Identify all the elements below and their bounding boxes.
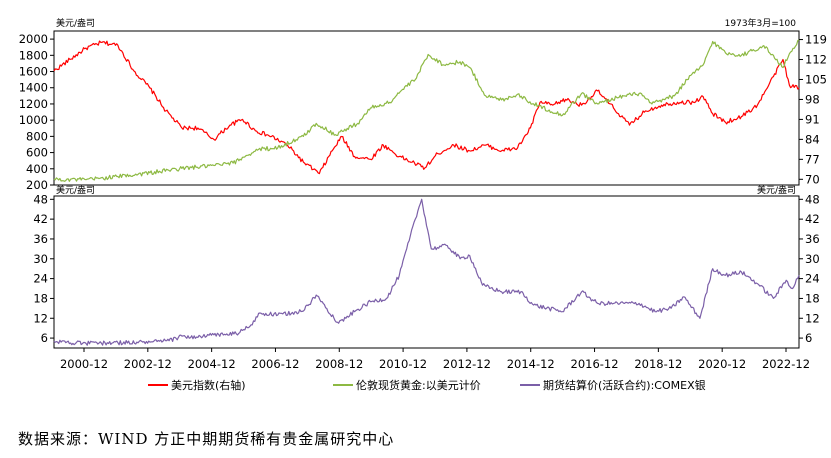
x-axis: 2000-12 2002-12 2004-12 2006-12 2008-12 2010-… — [60, 348, 810, 371]
left-tick-label: 1400 — [19, 81, 48, 95]
top-panel: 美元/盎司 1973年3月=100 200 400 600 800 1000 1200 14… — [19, 17, 827, 192]
left-tick-label: 36 — [33, 232, 48, 246]
left-tick-label: 24 — [33, 272, 48, 286]
source-label: 数据来源：WIND 方正中期期货稀有贵金属研究中心 — [18, 430, 395, 448]
top-series — [53, 39, 800, 182]
bottom-right-unit: 美元/盎司 — [757, 184, 796, 196]
x-tick-label: 2014-12 — [507, 357, 555, 371]
bottom-series — [53, 198, 800, 346]
top-right-ticks: 70 77 84 91 98 105 112 119 — [799, 33, 827, 186]
x-tick-label: 2020-12 — [698, 357, 746, 371]
x-tick-label: 2016-12 — [571, 357, 619, 371]
right-tick-label: 98 — [805, 92, 820, 106]
left-tick-label: 6 — [41, 331, 48, 345]
right-tick-label: 84 — [805, 132, 820, 146]
right-tick-label: 6 — [805, 331, 812, 345]
x-tick-label: 2000-12 — [60, 357, 108, 371]
series-line — [53, 198, 800, 346]
left-tick-label: 1000 — [19, 113, 48, 127]
right-tick-label: 36 — [805, 232, 820, 246]
right-tick-label: 42 — [805, 212, 820, 226]
x-tick-label: 2018-12 — [634, 357, 682, 371]
series-line — [53, 39, 800, 182]
right-tick-label: 105 — [805, 72, 827, 86]
left-tick-label: 600 — [26, 146, 48, 160]
right-tick-label: 12 — [805, 311, 820, 325]
x-tick-label: 2022-12 — [762, 357, 810, 371]
top-left-ticks: 200 400 600 800 1000 1200 1400 1600 1800 2000 — [19, 32, 54, 192]
left-tick-label: 30 — [33, 252, 48, 266]
left-tick-label: 1800 — [19, 48, 48, 62]
right-tick-label: 77 — [805, 152, 820, 166]
top-plot-frame — [53, 30, 800, 186]
bottom-panel: 美元/盎司 美元/盎司 6 12 18 24 30 36 42 48 6 12 18 24 30 36 4… — [33, 184, 820, 349]
bottom-left-ticks: 6 12 18 24 30 36 42 48 — [33, 192, 54, 345]
x-tick-label: 2006-12 — [251, 357, 299, 371]
x-tick-label: 2008-12 — [315, 357, 363, 371]
right-tick-label: 112 — [805, 53, 827, 67]
x-tick-label: 2012-12 — [443, 357, 491, 371]
x-tick-label: 2002-12 — [124, 357, 172, 371]
left-tick-label: 800 — [26, 129, 48, 143]
left-tick-label: 1200 — [19, 97, 48, 111]
left-tick-label: 42 — [33, 212, 48, 226]
left-tick-label: 2000 — [19, 32, 48, 46]
left-tick-label: 1600 — [19, 65, 48, 79]
series-line — [53, 40, 800, 175]
legend-label: 伦敦现货黄金:以美元计价 — [356, 378, 481, 392]
right-tick-label: 18 — [805, 291, 820, 305]
chart: 美元/盎司 1973年3月=100 200 400 600 800 1000 1200 14… — [19, 17, 827, 392]
right-tick-label: 119 — [805, 33, 827, 47]
right-tick-label: 48 — [805, 192, 820, 206]
bottom-left-unit: 美元/盎司 — [56, 184, 95, 196]
bottom-plot-frame — [53, 195, 800, 349]
top-right-unit: 1973年3月=100 — [725, 17, 797, 29]
bottom-right-ticks: 6 12 18 24 30 36 42 48 — [799, 192, 820, 345]
left-tick-label: 12 — [33, 311, 48, 325]
legend: 美元指数(右轴) 伦敦现货黄金:以美元计价 期货结算价(活跃合约):COMEX银 — [148, 378, 706, 392]
left-tick-label: 48 — [33, 192, 48, 206]
right-tick-label: 70 — [805, 172, 820, 186]
x-tick-label: 2010-12 — [379, 357, 427, 371]
legend-label: 美元指数(右轴) — [171, 378, 246, 392]
top-left-unit: 美元/盎司 — [56, 17, 95, 29]
right-tick-label: 30 — [805, 252, 820, 266]
left-tick-label: 200 — [26, 178, 48, 192]
left-tick-label: 18 — [33, 291, 48, 305]
left-tick-label: 400 — [26, 162, 48, 176]
x-tick-label: 2004-12 — [188, 357, 236, 371]
right-tick-label: 91 — [805, 112, 820, 126]
right-tick-label: 24 — [805, 272, 820, 286]
legend-label: 期货结算价(活跃合约):COMEX银 — [543, 378, 706, 392]
